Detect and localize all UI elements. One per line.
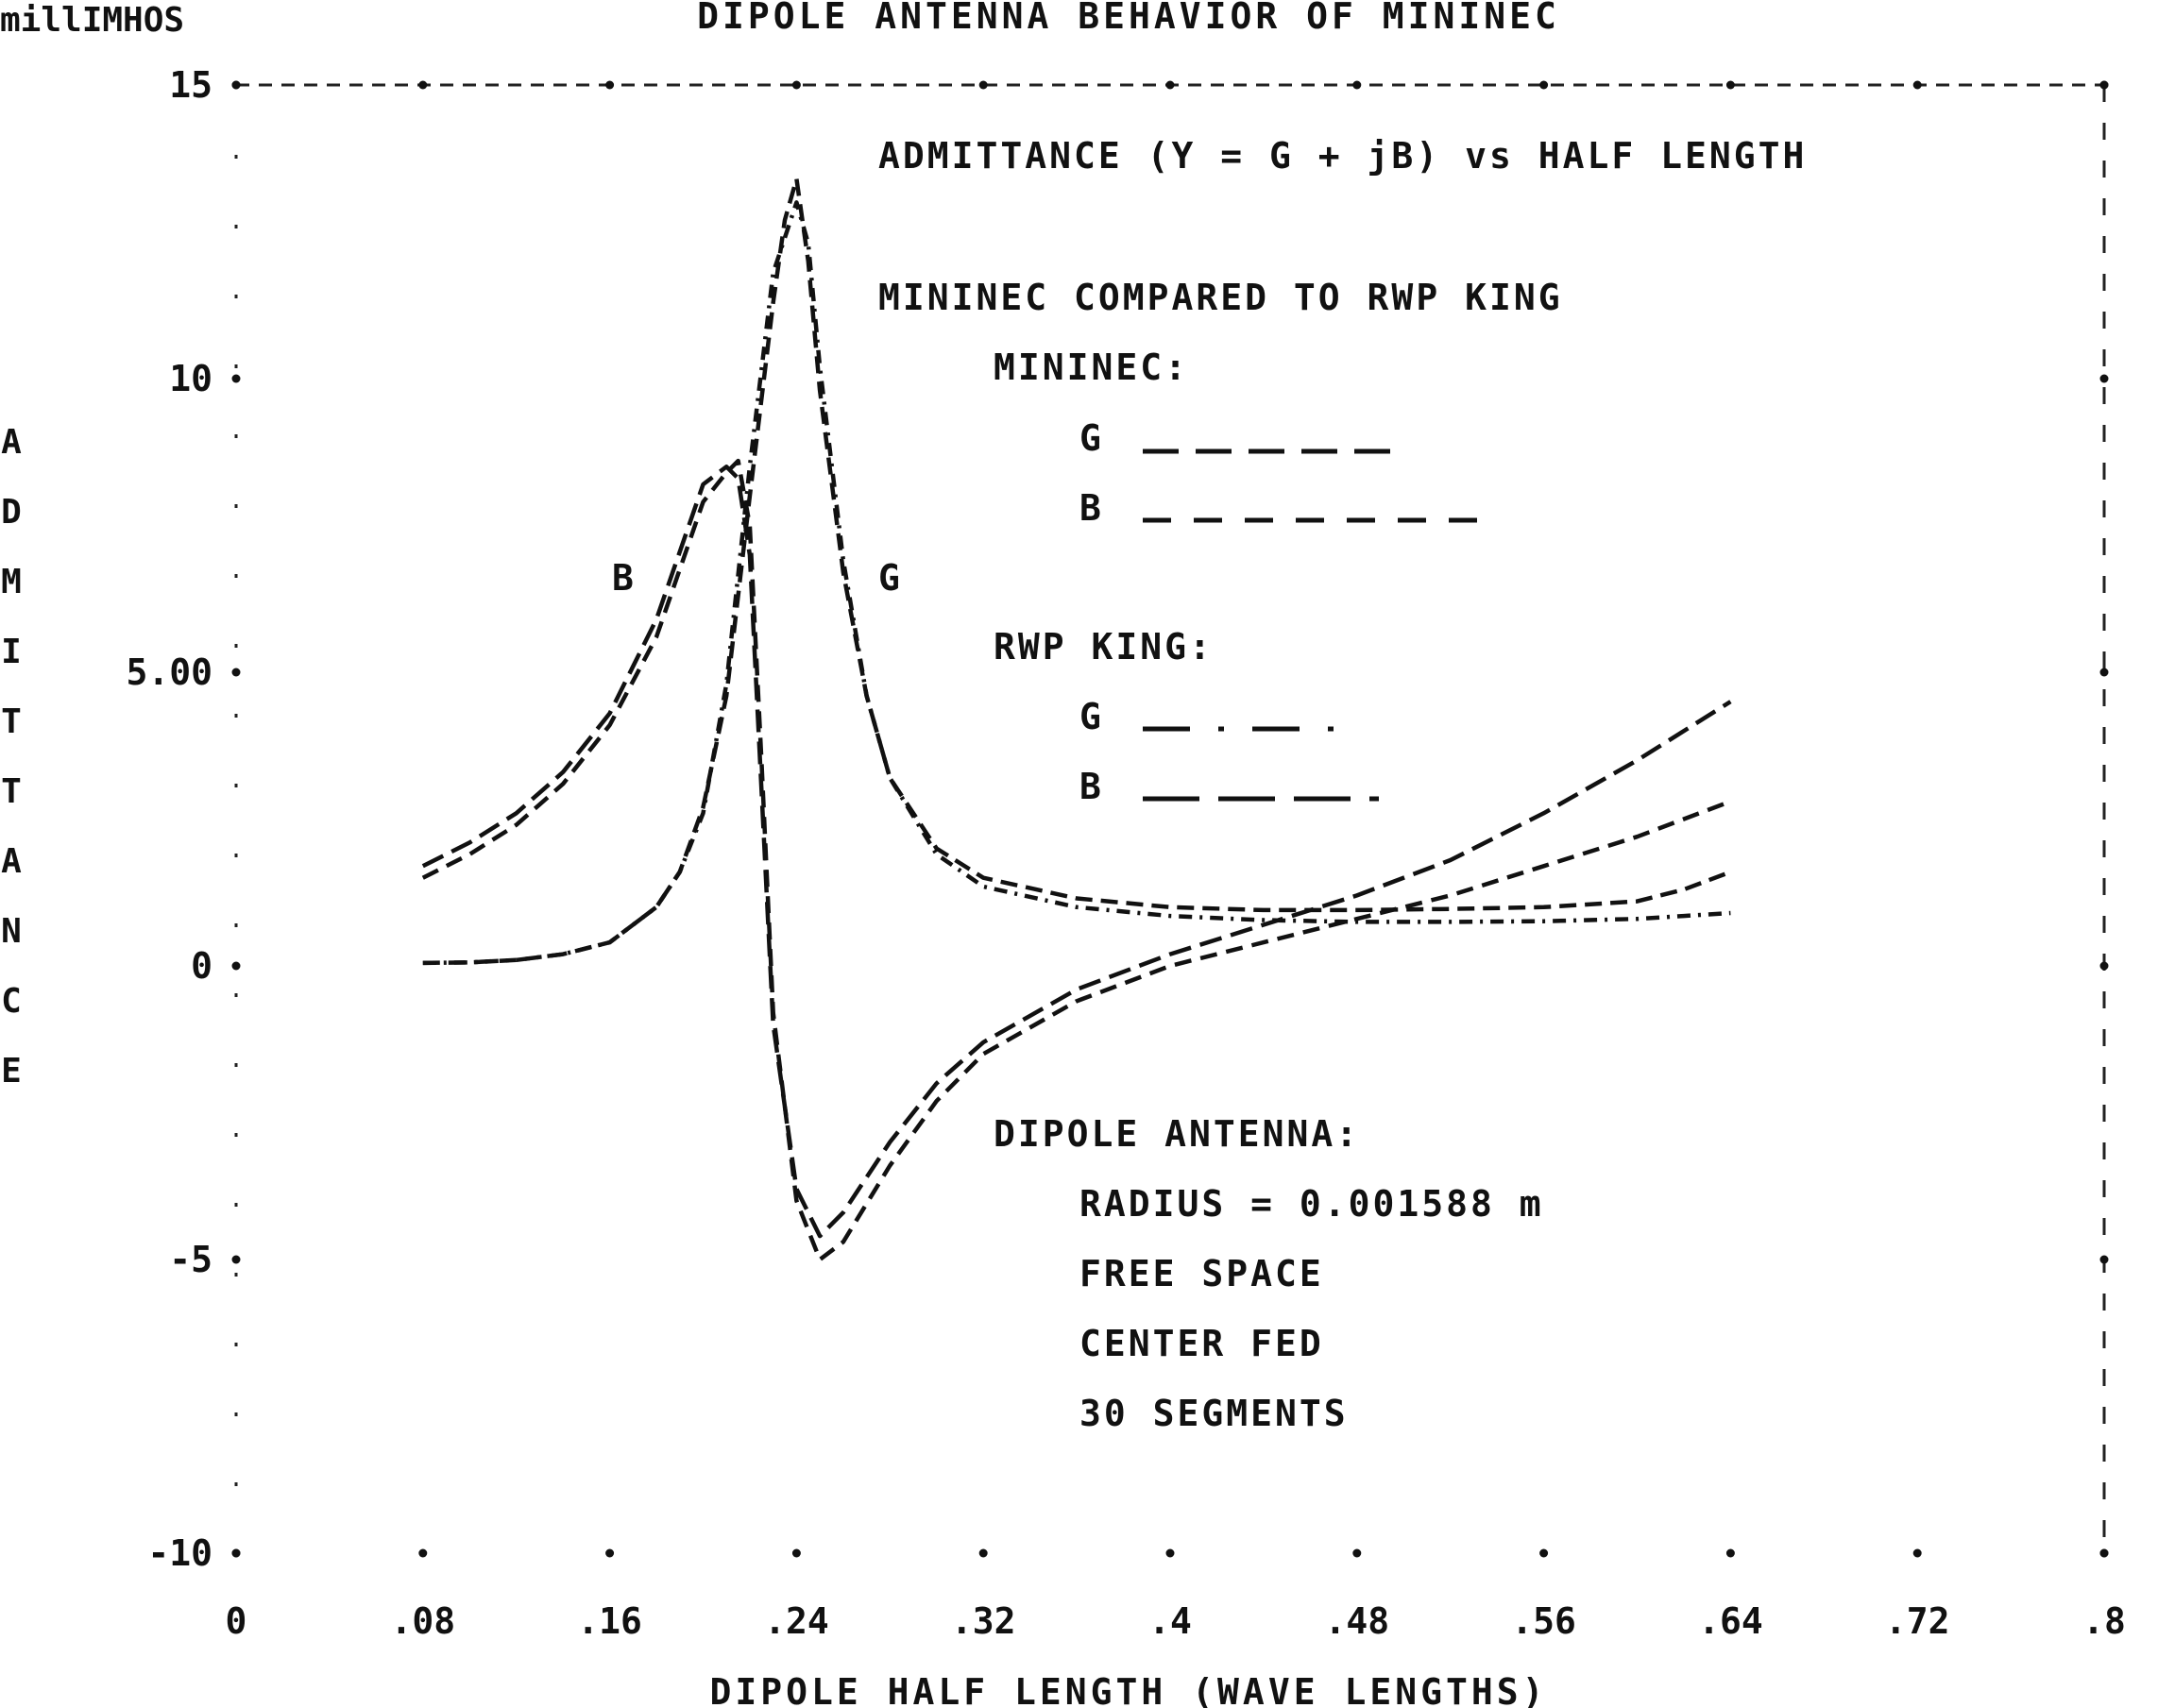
y-tick-left-4: [231, 1255, 241, 1264]
legend-mininec-b-label: B: [1079, 487, 1101, 529]
y-label-letter-2: M: [1, 563, 22, 601]
x-tick-label-6: .48: [1324, 1600, 1389, 1642]
data-series: [421, 177, 1732, 1262]
y-label-letter-7: N: [1, 912, 22, 951]
x-tick-label-2: .16: [577, 1600, 642, 1642]
curve-label-b: B: [612, 557, 634, 599]
y-tick-left-5: [231, 1548, 241, 1558]
x-tick-bottom-9: [1912, 1548, 1922, 1558]
y-label-letter-0: A: [1, 423, 22, 462]
x-axis-label: DIPOLE HALF LENGTH (WAVE LENGTHS): [710, 1671, 1548, 1708]
legend-mininec-g-label: G: [1079, 417, 1101, 459]
y-tick-label-3: 0: [191, 945, 212, 987]
x-tick-top-3: [791, 80, 801, 90]
legend-king-header: RWP KING:: [994, 626, 1214, 668]
x-tick-label-3: .24: [764, 1600, 829, 1642]
y-tick-left-1: [231, 374, 241, 383]
series-2-rwp-king-g: [422, 200, 1731, 966]
x-tick-bottom-4: [978, 1548, 988, 1558]
x-tick-label-4: .32: [951, 1600, 1016, 1642]
x-tick-top-8: [1725, 80, 1735, 90]
y-tick-right-5: [2099, 1548, 2109, 1558]
x-tick-top-2: [605, 80, 615, 90]
y-label-letter-9: E: [1, 1052, 22, 1091]
y-tick-label-4: -5: [169, 1239, 212, 1280]
y-units-label: millIMHOS: [0, 1, 184, 40]
x-tick-bottom-6: [1352, 1548, 1362, 1558]
y-label-letter-5: T: [1, 772, 22, 811]
dipole-fed: CENTER FED: [1079, 1323, 1324, 1364]
y-label-letter-3: I: [1, 633, 22, 671]
y-label-letter-4: T: [1, 702, 22, 741]
y-tick-label-0: 15: [169, 64, 212, 106]
x-tick-label-1: .08: [390, 1600, 455, 1642]
series-3-rwp-king-b: [421, 458, 1732, 1262]
dipole-radius: RADIUS = 0.001588 m: [1079, 1183, 1544, 1225]
x-tick-top-1: [418, 80, 428, 90]
y-tick-label-1: 10: [169, 358, 212, 399]
curve-label-g: G: [878, 557, 900, 599]
y-tick-right-3: [2099, 961, 2109, 971]
y-tick-label-5: -10: [147, 1532, 212, 1574]
x-tick-label-8: .64: [1698, 1600, 1763, 1642]
y-tick-right-1: [2099, 374, 2109, 383]
y-axis-label: ADMITTANCE: [1, 423, 22, 1091]
y-label-letter-1: D: [1, 493, 22, 532]
x-tick-label-5: .4: [1148, 1600, 1192, 1642]
y-tick-right-2: [2099, 668, 2109, 677]
x-tick-bottom-7: [1539, 1548, 1549, 1558]
x-tick-bottom-5: [1165, 1548, 1175, 1558]
x-tick-bottom-2: [605, 1548, 615, 1558]
y-tick-left-2: [231, 668, 241, 677]
x-tick-label-7: .56: [1511, 1600, 1576, 1642]
chart-title: DIPOLE ANTENNA BEHAVIOR OF MININEC: [697, 0, 1560, 37]
dipole-segments: 30 SEGMENTS: [1079, 1393, 1349, 1434]
x-tick-top-4: [978, 80, 988, 90]
x-tick-top-9: [1912, 80, 1922, 90]
x-tick-top-7: [1539, 80, 1549, 90]
y-tick-left-0: [231, 80, 241, 90]
x-tick-label-10: .8: [2082, 1600, 2126, 1642]
y-tick-right-0: [2099, 80, 2109, 90]
y-label-letter-8: C: [1, 982, 22, 1021]
x-tick-bottom-1: [418, 1548, 428, 1558]
annotation-heading: ADMITTANCE (Y = G + jB) vs HALF LENGTH: [878, 135, 1807, 177]
dipole-header: DIPOLE ANTENNA:: [994, 1113, 1360, 1155]
x-tick-bottom-3: [791, 1548, 801, 1558]
y-tick-right-4: [2099, 1255, 2109, 1264]
x-tick-top-6: [1352, 80, 1362, 90]
annotation-compare: MININEC COMPARED TO RWP KING: [878, 277, 1563, 318]
x-tick-label-0: 0: [226, 1600, 247, 1642]
x-tick-label-9: .72: [1885, 1600, 1950, 1642]
y-tick-left-3: [231, 961, 241, 971]
x-tick-bottom-8: [1725, 1548, 1735, 1558]
axis-ticks: 0 .08 .16 .24 .32 .4 .48 .56 .64 .72 .8 15 10 5.00 0 -5…: [126, 64, 2125, 1642]
legend-king-b-label: B: [1079, 766, 1101, 807]
legend-mininec-header: MININEC:: [994, 347, 1189, 388]
dipole-space: FREE SPACE: [1079, 1253, 1324, 1294]
x-tick-top-5: [1165, 80, 1175, 90]
y-label-letter-6: A: [1, 842, 22, 881]
y-tick-label-2: 5.00: [126, 651, 212, 693]
legend-king-g-label: G: [1079, 696, 1101, 737]
series-1-mininec-b: [421, 465, 1732, 1239]
